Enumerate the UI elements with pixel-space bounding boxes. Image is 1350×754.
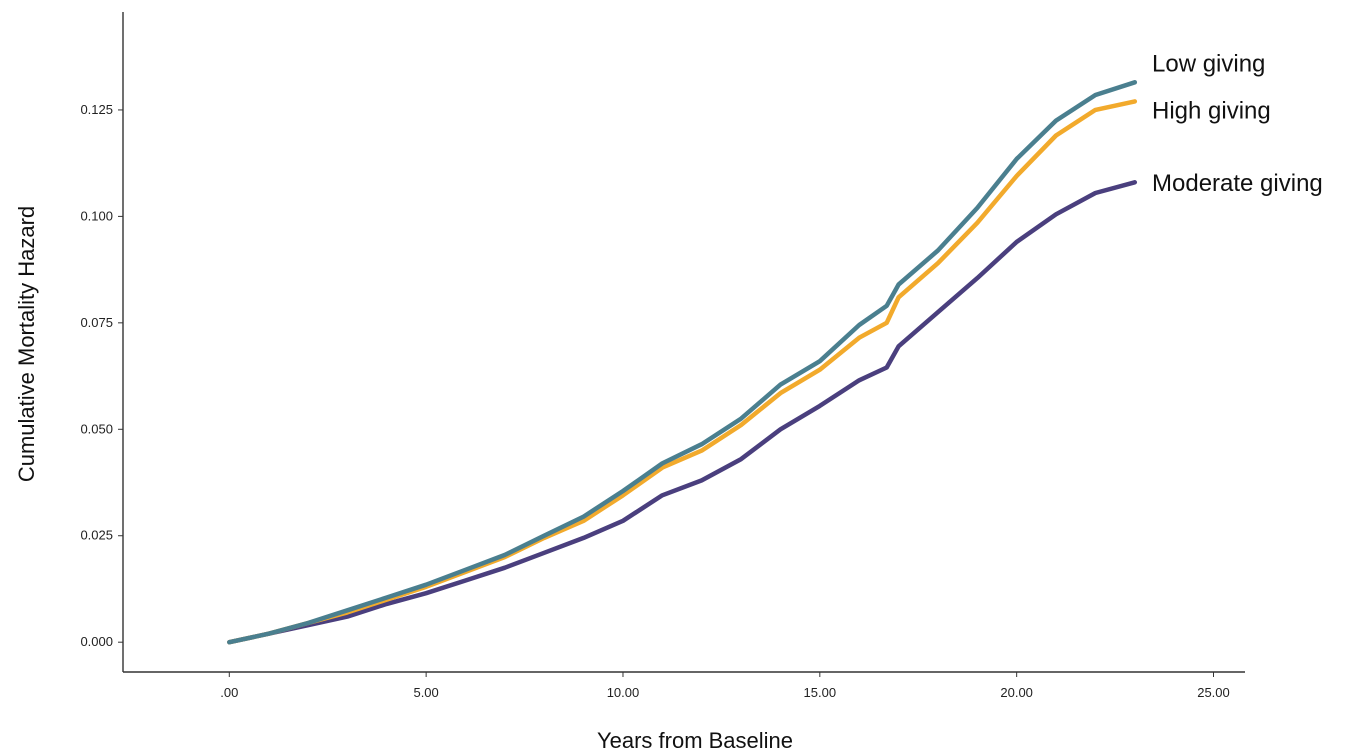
x-tick-label: 5.00 — [413, 685, 438, 700]
series-line-moderate-giving — [227, 180, 1138, 645]
axes: 0.000 0.025 0.050 0.075 0.100 0.125 .00 5.00 10.… — [80, 12, 1245, 700]
y-tick-label: 0.025 — [80, 528, 113, 543]
series-lines — [227, 80, 1138, 645]
series-label-moderate-giving: Moderate giving — [1152, 170, 1323, 197]
y-tick-label: 0.100 — [80, 208, 113, 223]
y-tick-label: 0.000 — [80, 634, 113, 649]
series-label-high-giving: High giving — [1152, 97, 1271, 124]
x-tick-label: .00 — [220, 685, 238, 700]
y-tick-label: 0.050 — [80, 421, 113, 436]
y-tick-label: 0.075 — [80, 315, 113, 330]
x-tick-label: 25.00 — [1197, 685, 1230, 700]
x-tick-label: 10.00 — [607, 685, 640, 700]
y-axis-title: Cumulative Mortality Hazard — [14, 206, 39, 482]
y-tick-label: 0.125 — [80, 102, 113, 117]
x-tick-label: 20.00 — [1000, 685, 1033, 700]
series-labels: Low giving High giving Moderate giving — [1152, 51, 1323, 197]
x-axis-title: Years from Baseline — [597, 728, 793, 753]
series-label-low-giving: Low giving — [1152, 51, 1265, 78]
x-tick-label: 15.00 — [804, 685, 837, 700]
series-line-low-giving — [227, 80, 1138, 645]
